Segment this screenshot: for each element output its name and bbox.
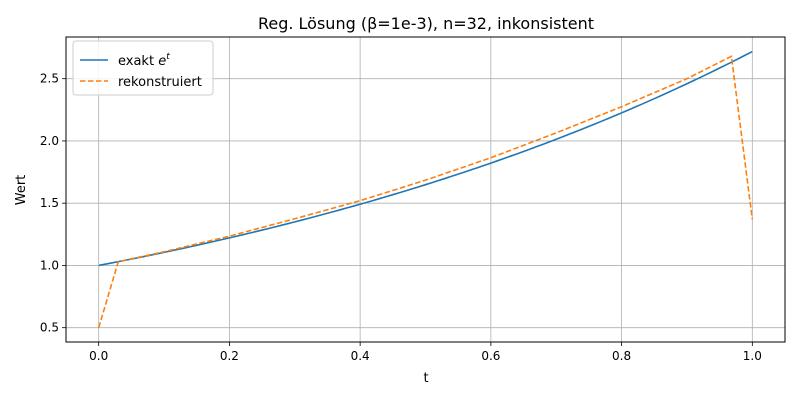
x-tick-label: 0.6	[481, 349, 500, 363]
x-tick-label: 0.4	[351, 349, 370, 363]
y-axis-label: Wert	[14, 175, 29, 206]
chart-title: Reg. Lösung (β=1e-3), n=32, inkonsistent	[258, 14, 594, 33]
legend-label-exakt-prefix: exakt	[118, 54, 158, 69]
y-tick-label: 2.5	[40, 72, 59, 86]
legend-label-rekonstruiert: rekonstruiert	[118, 75, 202, 90]
series-line-rekonstruiert	[97, 55, 754, 328]
y-tick-label: 1.0	[40, 258, 59, 272]
legend: exakt et rekonstruiert	[72, 40, 214, 96]
x-axis-label: t	[423, 371, 428, 386]
plot-frame	[65, 36, 786, 343]
y-tick-label: 2.0	[40, 134, 59, 148]
series-line-exakt	[98, 50, 753, 267]
legend-label-exakt-sup: t	[166, 52, 170, 62]
y-tick-label: 0.5	[40, 321, 59, 335]
ticks: 0.0 0.2 0.4 0.6 0.8 1.0 0.5 1.0 1.5 2.0 2.5	[40, 72, 762, 363]
x-tick-label: 0.2	[220, 349, 239, 363]
x-tick-label: 0.0	[89, 349, 108, 363]
y-tick-label: 1.5	[40, 196, 59, 210]
series-layer	[97, 50, 754, 328]
legend-label-exakt-base: e	[158, 54, 166, 69]
x-tick-label: 0.8	[612, 349, 631, 363]
legend-label-exakt: exakt et	[118, 52, 170, 69]
x-tick-label: 1.0	[743, 349, 762, 363]
